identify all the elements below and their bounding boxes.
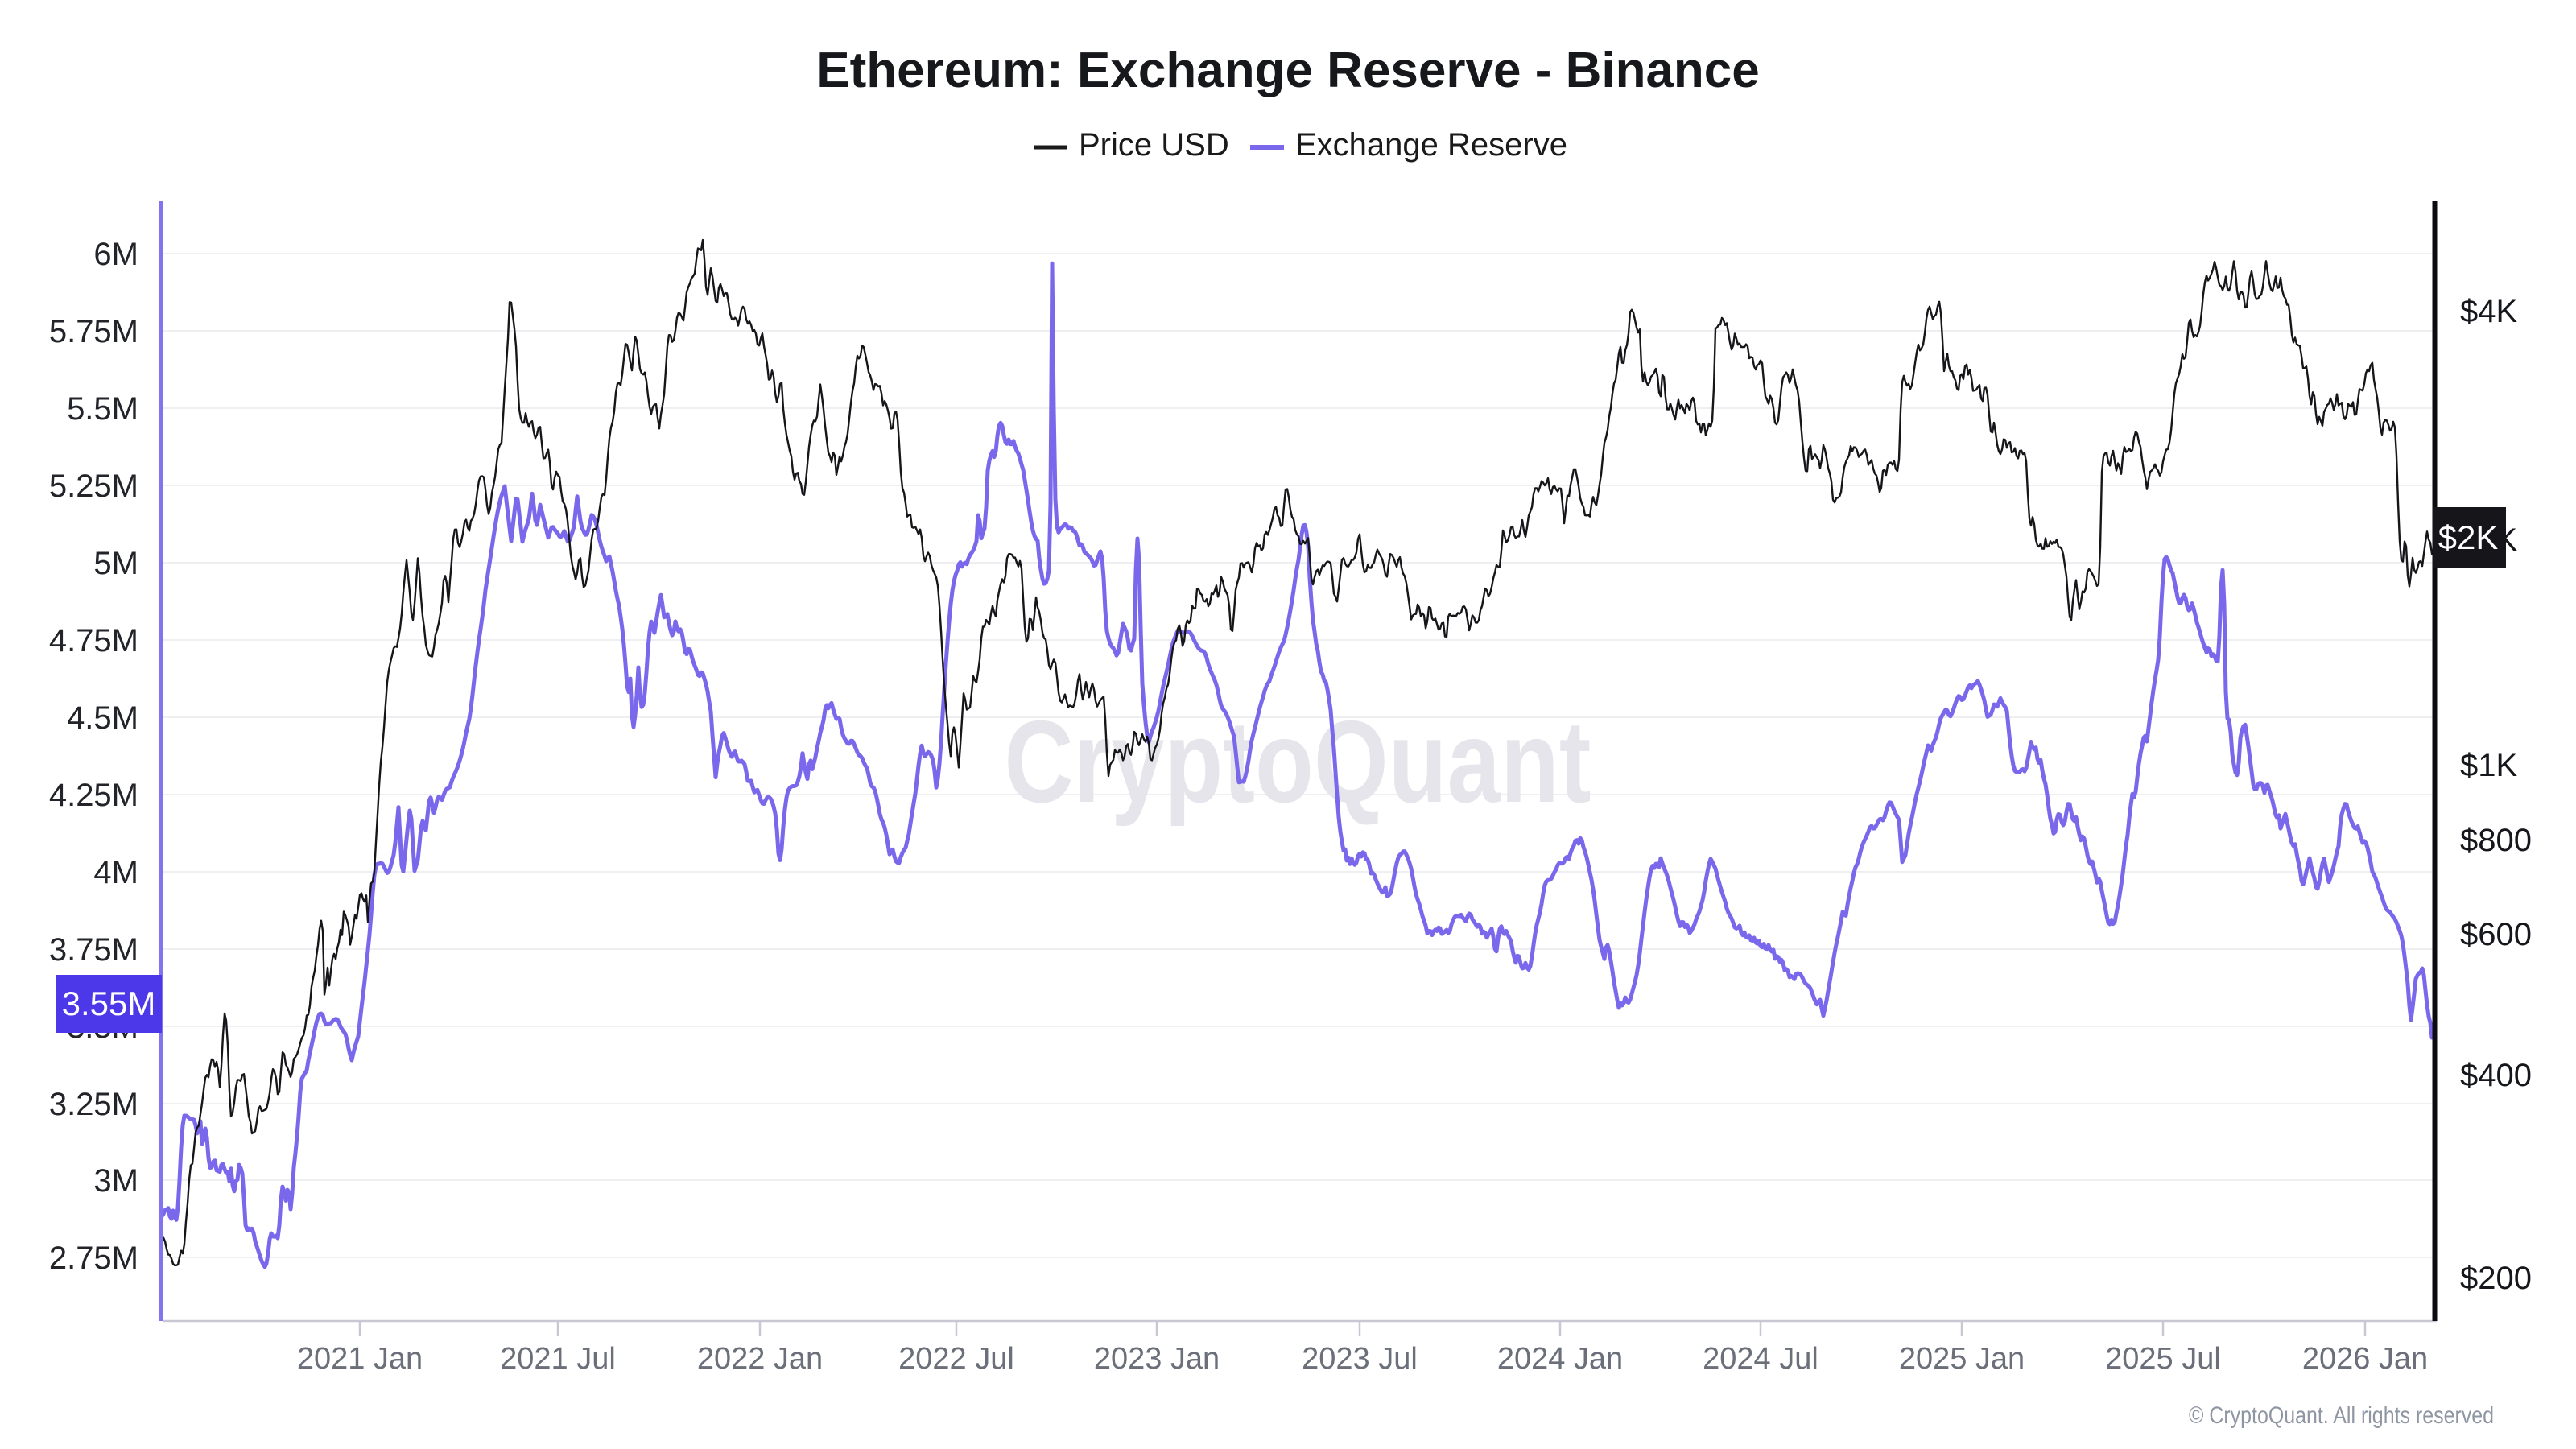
- svg-text:2024 Jul: 2024 Jul: [1703, 1342, 1818, 1376]
- svg-text:2023 Jan: 2023 Jan: [1094, 1342, 1220, 1376]
- svg-text:2021 Jan: 2021 Jan: [297, 1342, 423, 1376]
- svg-text:2025 Jul: 2025 Jul: [2105, 1342, 2221, 1376]
- svg-text:3.25M: 3.25M: [49, 1087, 138, 1122]
- svg-text:4.25M: 4.25M: [49, 778, 138, 813]
- svg-text:2.75M: 2.75M: [49, 1241, 138, 1276]
- svg-text:$4K: $4K: [2460, 294, 2517, 329]
- svg-text:5M: 5M: [93, 546, 138, 581]
- svg-text:2024 Jan: 2024 Jan: [1497, 1342, 1623, 1376]
- svg-text:Ethereum: Exchange Reserve - B: Ethereum: Exchange Reserve - Binance: [816, 43, 1760, 98]
- svg-text:© CryptoQuant. All rights rese: © CryptoQuant. All rights reserved: [2189, 1402, 2494, 1429]
- svg-text:3.55M: 3.55M: [62, 985, 156, 1022]
- svg-text:2026 Jan: 2026 Jan: [2302, 1342, 2428, 1376]
- svg-text:$200: $200: [2460, 1261, 2532, 1296]
- svg-text:6M: 6M: [93, 237, 138, 272]
- svg-text:2022 Jul: 2022 Jul: [898, 1342, 1014, 1376]
- svg-text:5.25M: 5.25M: [49, 469, 138, 504]
- svg-text:3M: 3M: [93, 1163, 138, 1199]
- svg-text:2021 Jul: 2021 Jul: [500, 1342, 616, 1376]
- svg-text:Exchange Reserve: Exchange Reserve: [1295, 127, 1567, 163]
- svg-text:2023 Jul: 2023 Jul: [1302, 1342, 1418, 1376]
- svg-text:5.5M: 5.5M: [67, 391, 138, 427]
- svg-text:$800: $800: [2460, 823, 2532, 858]
- svg-text:4.5M: 4.5M: [67, 700, 138, 736]
- svg-text:$400: $400: [2460, 1058, 2532, 1093]
- svg-text:5.75M: 5.75M: [49, 314, 138, 349]
- svg-text:Price USD: Price USD: [1079, 127, 1229, 163]
- svg-text:4M: 4M: [93, 855, 138, 890]
- svg-text:$600: $600: [2460, 917, 2532, 952]
- svg-text:3.75M: 3.75M: [49, 932, 138, 968]
- svg-text:2022 Jan: 2022 Jan: [697, 1342, 823, 1376]
- svg-text:2025 Jan: 2025 Jan: [1899, 1342, 2025, 1376]
- svg-text:CryptoQuant: CryptoQuant: [1005, 696, 1591, 827]
- svg-text:$1K: $1K: [2460, 748, 2517, 783]
- svg-text:$2K: $2K: [2438, 518, 2499, 556]
- svg-text:4.75M: 4.75M: [49, 623, 138, 658]
